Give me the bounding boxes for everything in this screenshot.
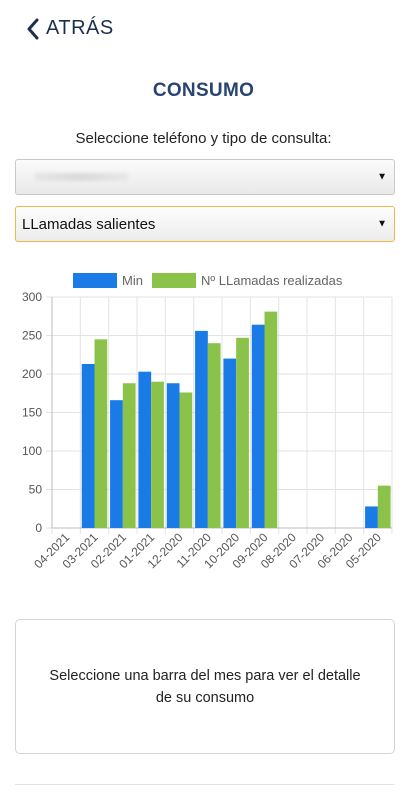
bar-min-10-2020[interactable]: [223, 358, 237, 528]
bar-calls-10-2020[interactable]: [236, 337, 249, 528]
dropdown-arrow-icon: ▼: [377, 218, 387, 230]
bar-calls-01-2021[interactable]: [151, 381, 164, 528]
legend-swatch-1: [152, 273, 196, 288]
legend-label-0: Min: [122, 273, 143, 288]
divider: [15, 784, 395, 785]
bar-min-09-2020[interactable]: [251, 324, 265, 528]
page-subtitle: Seleccione teléfono y tipo de consulta:: [75, 130, 332, 147]
bar-calls-11-2020[interactable]: [207, 343, 221, 528]
bar-calls-09-2020[interactable]: [264, 311, 278, 528]
y-tick-label: 50: [29, 483, 43, 497]
back-label: ATRÁS: [46, 17, 114, 39]
query-type-value: LLamadas salientes: [22, 215, 156, 233]
bar-calls-12-2020[interactable]: [179, 392, 193, 528]
info-text: Seleccione una barra del mes para ver el…: [49, 667, 361, 706]
bar-min-02-2021[interactable]: [110, 400, 123, 528]
y-tick-label: 200: [22, 367, 42, 381]
page-title: CONSUMO: [152, 80, 255, 101]
query-type-select[interactable]: LLamadas salientes ▼: [15, 206, 395, 242]
bar-min-11-2020[interactable]: [195, 330, 208, 528]
legend-label-1: Nº LLamadas realizadas: [201, 273, 343, 288]
bar-calls-05-2020[interactable]: [377, 485, 391, 528]
legend-swatch-0: [73, 273, 117, 288]
y-tick-label: 100: [22, 444, 42, 458]
y-tick-label: 150: [22, 406, 42, 420]
bar-min-05-2020[interactable]: [365, 506, 378, 528]
dropdown-arrow-icon: ▼: [377, 171, 387, 183]
back-button[interactable]: ATRÁS: [26, 17, 114, 40]
bar-min-03-2021[interactable]: [81, 363, 95, 528]
info-box: Seleccione una barra del mes para ver el…: [15, 619, 395, 754]
phone-select[interactable]: ▼: [15, 159, 395, 195]
y-tick-label: 250: [22, 329, 42, 343]
consumption-bar-chart: Min Nº LLamadas realizadas 0 50 100 150 200 250…: [22, 273, 393, 571]
consumption-chart: Min Nº LLamadas realizadas 0 50 100 150 200 250…: [0, 262, 407, 592]
bar-min-01-2021[interactable]: [138, 371, 152, 528]
bar-calls-02-2021[interactable]: [122, 383, 136, 528]
y-tick-label: 0: [35, 521, 42, 535]
chevron-left-icon: [27, 18, 39, 39]
bar-calls-03-2021[interactable]: [94, 339, 108, 528]
y-tick-label: 300: [22, 290, 42, 304]
bar-min-12-2020[interactable]: [166, 383, 180, 528]
redacted-phone-number: [34, 173, 129, 181]
